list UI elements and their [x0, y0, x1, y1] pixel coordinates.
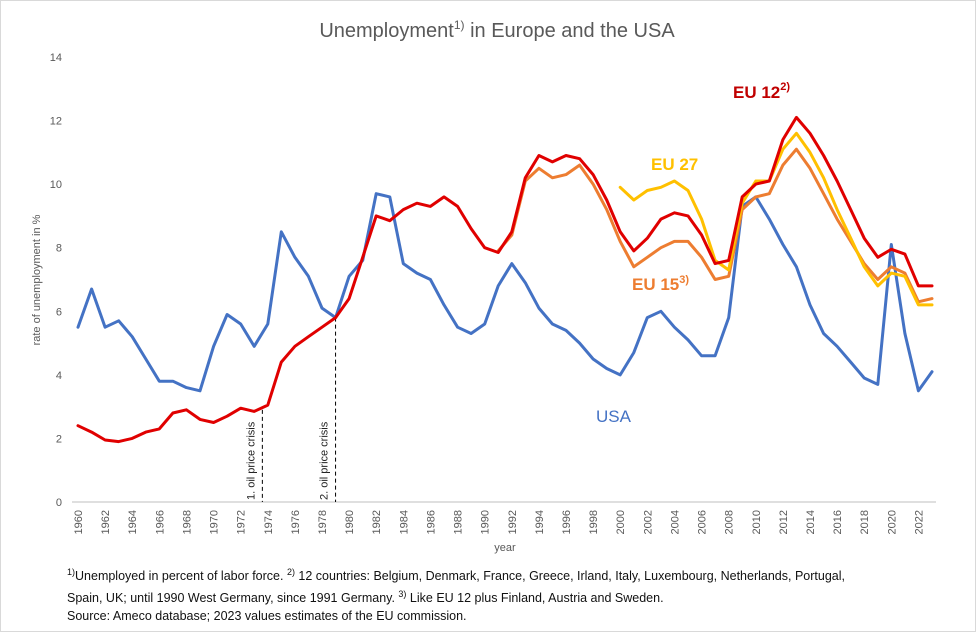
x-tick-label: 1962	[100, 510, 112, 534]
x-tick-label: 2020	[886, 510, 898, 534]
x-tick-label: 1982	[371, 510, 383, 534]
x-tick-label: 1972	[236, 510, 248, 534]
x-tick-label: 2006	[697, 510, 709, 534]
y-tick-label: 8	[56, 243, 62, 255]
y-tick-label: 14	[50, 52, 62, 64]
x-tick-label: 2012	[778, 510, 790, 534]
y-tick-label: 2	[56, 433, 62, 445]
x-tick-label: 1980	[344, 510, 356, 534]
x-tick-label: 1984	[398, 510, 410, 534]
x-tick-label: 2008	[724, 510, 736, 534]
series-label-usa: USA	[596, 407, 632, 426]
x-axis-label: year	[494, 542, 516, 554]
series-line-eu12	[76, 115, 934, 444]
footnote-line-1: 1)Unemployed in percent of labor force. …	[67, 567, 845, 584]
series-line-eu15	[496, 147, 934, 304]
x-tick-label: 1974	[263, 510, 275, 534]
y-axis-label: rate of unemployment in %	[31, 214, 43, 345]
series-label-eu12: EU 122)	[733, 81, 790, 102]
x-tick-label: 1978	[317, 510, 329, 534]
x-tick-label: 2002	[642, 510, 654, 534]
y-tick-label: 10	[50, 179, 62, 191]
x-tick-label: 1998	[588, 510, 600, 534]
y-tick-label: 0	[56, 497, 62, 509]
footnote-line-2: Spain, UK; until 1990 West Germany, sinc…	[67, 589, 664, 606]
oil-crisis-label: 2. oil price crisis	[319, 421, 331, 500]
x-tick-label: 1966	[154, 510, 166, 534]
x-tick-label: 2010	[751, 510, 763, 534]
x-axis-ticks: 1960 1962 1964 1966 1968 1970 1972 1974 1976 1978…	[73, 510, 925, 534]
y-tick-label: 12	[50, 116, 62, 128]
chart-title: Unemployment1) in Europe and the USA	[319, 18, 675, 42]
x-tick-label: 1988	[453, 510, 465, 534]
annotations: 1. oil price crisis 2. oil price crisis	[245, 317, 337, 502]
y-axis-ticks: 0 2 4 6 8 10 12 14	[50, 52, 62, 509]
series-label-eu27: EU 27	[651, 155, 698, 174]
x-tick-label: 1986	[425, 510, 437, 534]
y-tick-label: 6	[56, 306, 62, 318]
x-tick-label: 1960	[73, 510, 85, 534]
footnotes: 1)Unemployed in percent of labor force. …	[67, 563, 947, 625]
x-tick-label: 2004	[669, 510, 681, 534]
y-tick-label: 4	[56, 370, 62, 382]
series-line-usa	[76, 192, 934, 393]
x-tick-label: 2022	[913, 510, 925, 534]
unemployment-chart: Unemployment1) in Europe and the USA 0 2 4…	[31, 18, 936, 554]
footnote-source: Source: Ameco database; 2023 values esti…	[67, 609, 467, 624]
x-tick-label: 1996	[561, 510, 573, 534]
x-tick-label: 2018	[859, 510, 871, 534]
x-tick-label: 2014	[805, 510, 817, 534]
series-label-eu15: EU 153)	[632, 274, 689, 294]
x-tick-label: 1964	[127, 510, 139, 534]
chart-title-sup: 1)	[454, 18, 465, 32]
oil-crisis-label: 1. oil price crisis	[245, 421, 257, 500]
x-tick-label: 1994	[534, 510, 546, 534]
x-tick-label: 1992	[507, 510, 519, 534]
x-tick-label: 1970	[209, 510, 221, 534]
x-tick-label: 2016	[832, 510, 844, 534]
x-tick-label: 2000	[615, 510, 627, 534]
x-tick-label: 1976	[290, 510, 302, 534]
x-tick-label: 1990	[480, 510, 492, 534]
x-tick-label: 1968	[181, 510, 193, 534]
series-lines	[76, 115, 934, 444]
